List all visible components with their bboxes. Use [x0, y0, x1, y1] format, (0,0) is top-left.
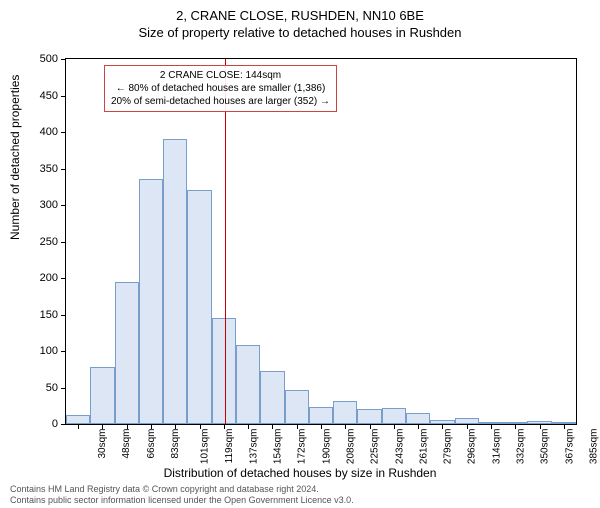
histogram-bar	[406, 413, 430, 424]
annotation-box: 2 CRANE CLOSE: 144sqm← 80% of detached h…	[104, 65, 337, 112]
xtick-label: 314sqm	[491, 429, 502, 465]
xtick-mark	[515, 424, 516, 429]
xtick-label: 350sqm	[540, 429, 551, 465]
ytick-mark	[61, 242, 66, 243]
annotation-line: ← 80% of detached houses are smaller (1,…	[111, 82, 330, 95]
histogram-bar	[382, 408, 406, 424]
ytick-mark	[61, 169, 66, 170]
ytick-label: 350	[26, 163, 58, 175]
ytick-label: 500	[26, 53, 58, 65]
chart-title-main: 2, CRANE CLOSE, RUSHDEN, NN10 6BE	[0, 8, 600, 23]
histogram-bar	[66, 415, 90, 424]
histogram-bar	[260, 371, 284, 424]
footer-text: Contains HM Land Registry data © Crown c…	[10, 484, 354, 506]
ytick-label: 300	[26, 199, 58, 211]
footer-line-2: Contains public sector information licen…	[10, 495, 354, 506]
y-axis-label: Number of detached properties	[8, 75, 22, 240]
ytick-mark	[61, 132, 66, 133]
xtick-mark	[224, 424, 225, 429]
ytick-mark	[61, 96, 66, 97]
histogram-bar	[285, 390, 309, 424]
xtick-label: 119sqm	[223, 429, 234, 464]
xtick-label: 48sqm	[121, 429, 132, 459]
histogram-bar	[357, 409, 381, 424]
ytick-mark	[61, 205, 66, 206]
histogram-bar	[139, 179, 163, 424]
xtick-label: 190sqm	[321, 429, 332, 465]
chart-container: 2, CRANE CLOSE, RUSHDEN, NN10 6BE Size o…	[0, 8, 600, 508]
xtick-mark	[418, 424, 419, 429]
xtick-mark	[272, 424, 273, 429]
histogram-bar	[236, 345, 260, 424]
ytick-label: 0	[26, 418, 58, 430]
xtick-mark	[127, 424, 128, 429]
xtick-mark	[442, 424, 443, 429]
xtick-label: 172sqm	[297, 429, 308, 465]
xtick-label: 225sqm	[370, 429, 381, 465]
xtick-mark	[175, 424, 176, 429]
xtick-mark	[491, 424, 492, 429]
xtick-mark	[394, 424, 395, 429]
xtick-label: 243sqm	[394, 429, 405, 465]
xtick-label: 137sqm	[248, 429, 259, 465]
xtick-mark	[102, 424, 103, 429]
xtick-mark	[345, 424, 346, 429]
xtick-mark	[321, 424, 322, 429]
annotation-line: 20% of semi-detached houses are larger (…	[111, 95, 330, 108]
xtick-mark	[370, 424, 371, 429]
xtick-mark	[248, 424, 249, 429]
reference-line	[225, 59, 226, 424]
ytick-label: 50	[26, 382, 58, 394]
ytick-mark	[61, 351, 66, 352]
histogram-bar	[115, 282, 139, 424]
footer-line-1: Contains HM Land Registry data © Crown c…	[10, 484, 354, 495]
x-axis-label: Distribution of detached houses by size …	[0, 466, 600, 480]
histogram-bar	[309, 407, 333, 424]
xtick-mark	[151, 424, 152, 429]
xtick-label: 261sqm	[418, 429, 429, 465]
histogram-bar	[187, 190, 211, 424]
ytick-mark	[61, 59, 66, 60]
xtick-label: 332sqm	[516, 429, 527, 465]
ytick-mark	[61, 388, 66, 389]
xtick-mark	[540, 424, 541, 429]
histogram-bar	[163, 139, 187, 424]
xtick-label: 208sqm	[346, 429, 357, 465]
xtick-label: 279sqm	[443, 429, 454, 465]
ytick-mark	[61, 278, 66, 279]
ytick-label: 150	[26, 309, 58, 321]
chart-title-sub: Size of property relative to detached ho…	[0, 25, 600, 40]
annotation-line: 2 CRANE CLOSE: 144sqm	[111, 69, 330, 82]
ytick-label: 250	[26, 236, 58, 248]
xtick-mark	[78, 424, 79, 429]
ytick-mark	[61, 315, 66, 316]
histogram-bar	[90, 367, 114, 424]
xtick-label: 385sqm	[588, 429, 599, 465]
ytick-label: 200	[26, 272, 58, 284]
xtick-label: 154sqm	[273, 429, 284, 465]
xtick-label: 101sqm	[200, 429, 211, 465]
ytick-label: 400	[26, 126, 58, 138]
xtick-label: 367sqm	[564, 429, 575, 465]
xtick-label: 66sqm	[146, 429, 157, 459]
ytick-mark	[61, 424, 66, 425]
plot-area: 05010015020025030035040045050030sqm48sqm…	[65, 58, 577, 425]
xtick-label: 83sqm	[170, 429, 181, 459]
xtick-mark	[297, 424, 298, 429]
ytick-label: 450	[26, 90, 58, 102]
histogram-bar	[212, 318, 236, 424]
ytick-label: 100	[26, 345, 58, 357]
xtick-mark	[467, 424, 468, 429]
xtick-label: 296sqm	[467, 429, 478, 465]
xtick-mark	[200, 424, 201, 429]
histogram-bar	[333, 401, 357, 424]
xtick-label: 30sqm	[97, 429, 108, 459]
xtick-mark	[564, 424, 565, 429]
